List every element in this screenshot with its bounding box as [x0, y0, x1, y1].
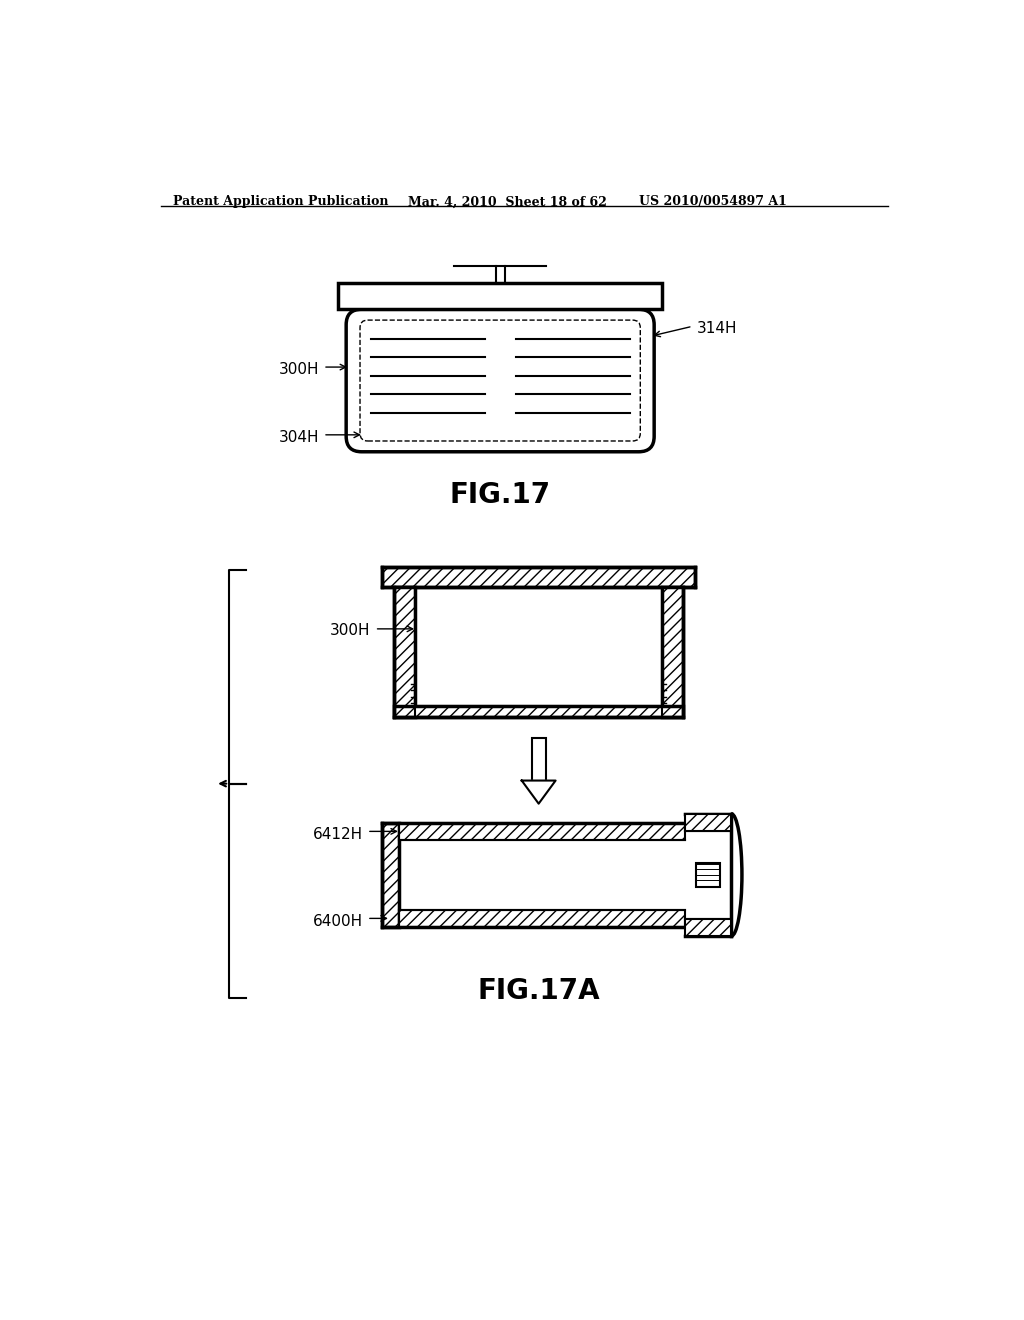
Text: US 2010/0054897 A1: US 2010/0054897 A1 — [639, 195, 786, 209]
Text: 304H: 304H — [279, 430, 319, 445]
Text: 6400H: 6400H — [313, 913, 364, 929]
FancyBboxPatch shape — [346, 309, 654, 451]
Text: Mar. 4, 2010  Sheet 18 of 62: Mar. 4, 2010 Sheet 18 of 62 — [408, 195, 606, 209]
Bar — [685, 919, 731, 936]
Text: FIG.17: FIG.17 — [450, 480, 551, 510]
Bar — [399, 909, 685, 927]
Text: FIG.17A: FIG.17A — [477, 977, 600, 1005]
Text: 6412H: 6412H — [313, 826, 364, 842]
Bar — [695, 862, 720, 887]
Bar — [339, 284, 662, 309]
Polygon shape — [521, 780, 556, 804]
Bar — [394, 706, 683, 717]
Bar — [662, 586, 683, 717]
FancyBboxPatch shape — [360, 321, 640, 441]
Bar — [382, 566, 695, 586]
Bar — [531, 738, 546, 780]
Bar — [685, 813, 731, 830]
Bar — [394, 586, 416, 717]
Text: 300H: 300H — [331, 623, 371, 639]
Bar — [399, 822, 685, 840]
Text: 314H: 314H — [696, 321, 737, 335]
Bar — [382, 822, 399, 927]
Text: Patent Application Publication: Patent Application Publication — [173, 195, 388, 209]
Text: 300H: 300H — [279, 362, 319, 376]
